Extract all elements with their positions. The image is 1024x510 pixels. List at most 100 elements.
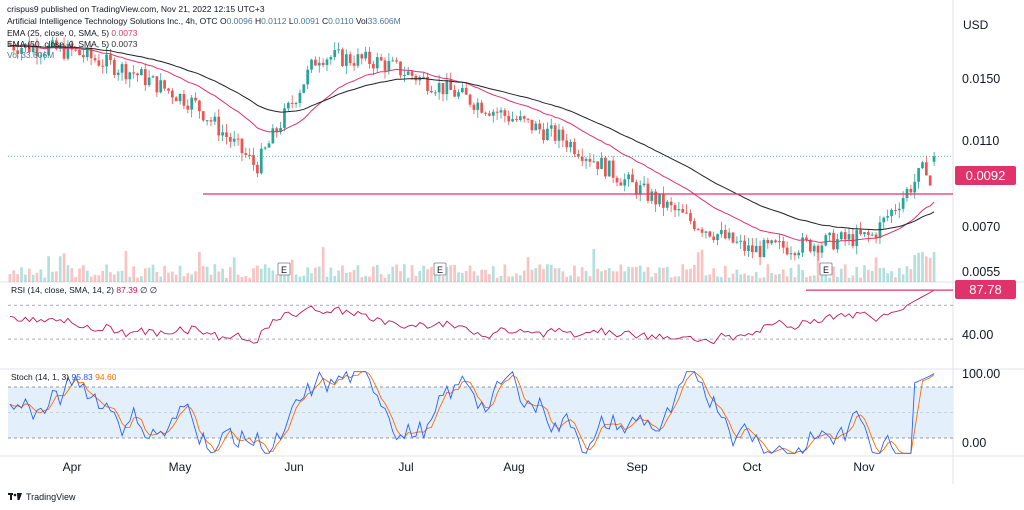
volume-bar [518, 275, 522, 282]
candle-body [808, 239, 812, 252]
candle-body [747, 245, 750, 251]
candle-body [901, 198, 905, 209]
candle-body [700, 229, 704, 233]
candle-body [426, 76, 429, 91]
candle-body [762, 239, 766, 258]
candle-body [198, 100, 201, 112]
candle-body [770, 240, 774, 244]
month-label-jun: Jun [284, 460, 303, 474]
month-label-apr: Apr [63, 460, 82, 474]
volume-bar [669, 277, 673, 282]
candle-body [35, 46, 39, 57]
volume-bar [604, 269, 607, 282]
volume-bar [499, 275, 503, 282]
ema50-label: EMA (50, close, 0, SMA, 5) [7, 39, 110, 49]
stoch-k-value: 95.83 [71, 372, 93, 382]
candle-body [221, 132, 224, 136]
volume-bar [62, 253, 66, 282]
volume-bar [140, 276, 143, 282]
volume-bar [716, 276, 719, 282]
volume-bar [546, 264, 549, 282]
candle-body [781, 240, 785, 248]
volume-bar [344, 272, 348, 282]
candle-body [615, 177, 619, 183]
ohlc-high: 0.0112 [261, 16, 287, 26]
candle-body [897, 208, 901, 211]
candle-body [634, 182, 638, 195]
volume-bar [538, 264, 542, 282]
price-level-tag[interactable]: 0.0092 [955, 166, 1016, 185]
month-label-sep: Sep [626, 460, 648, 474]
volume-bar [105, 264, 108, 282]
earnings-marker [277, 262, 291, 276]
candle-body [909, 188, 913, 193]
candle-body [866, 232, 870, 235]
volume-bar [426, 269, 429, 282]
candle-body [391, 60, 395, 62]
rsi-legend[interactable]: RSI (14, close, SMA, 14, 2) 87.39 ∅ ∅ [11, 285, 157, 296]
ema50-legend[interactable]: EMA (50, close, 0, SMA, 5) 0.0073 [7, 39, 137, 50]
volume-bar [805, 277, 808, 282]
volume-bar [781, 269, 785, 282]
volume-bar [8, 273, 12, 282]
rsi-current-tag[interactable]: 87.78 [955, 280, 1016, 299]
volume-bar [495, 277, 499, 282]
candle-body [878, 222, 882, 239]
candle-body [642, 183, 646, 186]
volume-bar [685, 269, 688, 282]
candle-body [194, 97, 197, 101]
candle-body [677, 209, 681, 211]
candle-body [503, 110, 507, 116]
volume-bar [101, 270, 105, 282]
month-label-nov: Nov [853, 460, 874, 474]
volume-bar [812, 275, 816, 282]
volume-bar [762, 277, 766, 282]
candle-body [600, 157, 603, 170]
candle-body [306, 69, 310, 85]
stoch-tick-0: 0.00 [962, 436, 987, 450]
rsi-na-1: ∅ [140, 285, 148, 295]
candle-body [890, 209, 893, 217]
volume-bar [24, 274, 27, 282]
volume-legend[interactable]: Vol 33.606M [7, 50, 55, 60]
tradingview-logo[interactable]: TradingView [8, 492, 76, 502]
month-label-jul: Jul [398, 460, 413, 474]
volume-bar [275, 274, 279, 282]
candle-body [244, 153, 248, 155]
candle-body [836, 239, 839, 250]
candle-body [294, 102, 298, 104]
candle-body [646, 183, 650, 201]
candle-body [743, 240, 746, 251]
candle-body [213, 116, 217, 122]
volume-bar [43, 277, 47, 282]
volume-bar [634, 266, 638, 282]
stoch-legend[interactable]: Stoch (14, 1, 3) 95.83 94.60 [11, 372, 116, 382]
candle-body [611, 160, 615, 178]
volume-bar [221, 268, 224, 282]
candle-body [464, 87, 468, 95]
volume-bar [905, 266, 909, 282]
volume-bar [932, 251, 936, 282]
candle-body [928, 175, 932, 186]
ema25-legend[interactable]: EMA (25, close, 0, SMA, 5) 0.0073 [7, 28, 137, 39]
volume-bar [109, 272, 112, 282]
candle-body [665, 201, 669, 208]
candle-body [302, 84, 306, 93]
candle-body [205, 120, 209, 122]
candle-body [360, 54, 364, 59]
volume-bar [39, 269, 43, 282]
candle-body [607, 160, 611, 177]
rsi-line [9, 289, 935, 345]
stoch-label: Stoch (14, 1, 3) [11, 372, 70, 382]
candle-body [534, 123, 538, 131]
rsi-na-2: ∅ [149, 285, 158, 295]
candle-body [93, 58, 97, 61]
volume-bar [321, 247, 325, 282]
instrument-line: Artificial Intelligence Technology Solut… [7, 16, 401, 27]
volume-bar [124, 250, 128, 282]
volume-bar [333, 275, 337, 282]
volume-bar [638, 265, 642, 282]
volume-bar [236, 274, 240, 282]
month-label-may: May [169, 460, 192, 474]
